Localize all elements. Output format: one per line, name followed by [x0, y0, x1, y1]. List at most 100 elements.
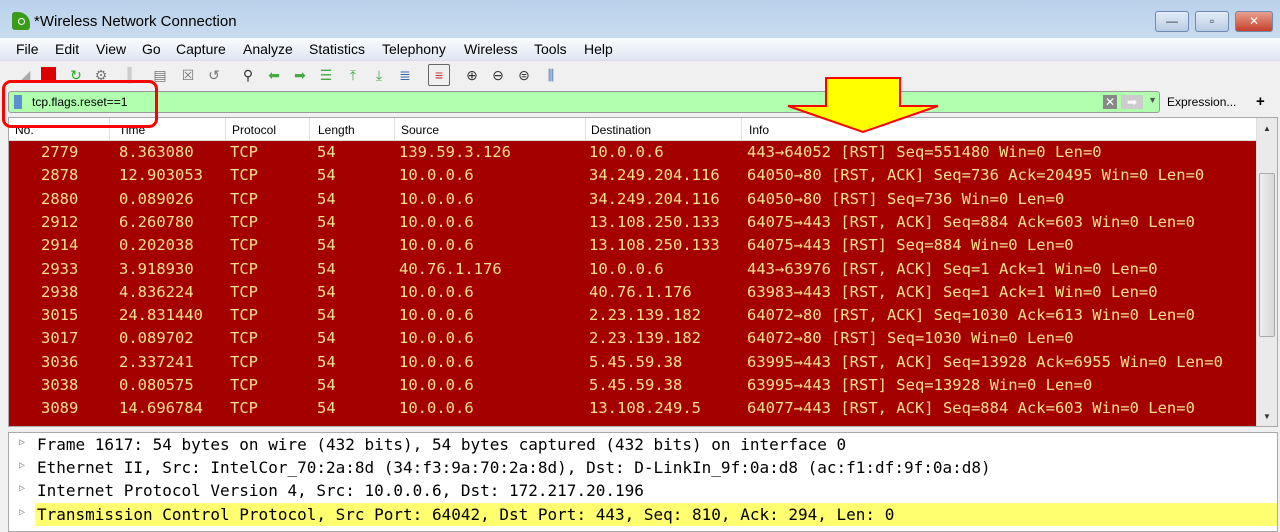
clear-filter-icon[interactable]: ✕ — [1103, 95, 1117, 109]
detail-row-ethernet[interactable]: ▷ Ethernet II, Src: IntelCor_70:2a:8d (34… — [19, 458, 991, 477]
menu-help[interactable]: Help — [584, 41, 613, 57]
column-destination[interactable]: Destination — [591, 123, 652, 137]
save-icon[interactable]: ▤ — [153, 67, 167, 83]
packet-row[interactable]: 2912 6.260780 TCP 54 10.0.0.6 13.108.250.133 6… — [9, 211, 1257, 234]
cell-time: 14.696784 — [119, 399, 203, 418]
cell-length: 54 — [317, 329, 336, 348]
cell-protocol: TCP — [230, 166, 258, 185]
reload-icon[interactable]: ↺ — [208, 67, 220, 83]
zoom-in-icon[interactable]: ⊕ — [466, 67, 478, 83]
forward-arrow-icon[interactable]: ➡ — [294, 67, 306, 83]
close-button[interactable]: ✕ — [1235, 11, 1273, 32]
menu-statistics[interactable]: Statistics — [309, 41, 366, 57]
packet-row[interactable]: 2914 0.202038 TCP 54 10.0.0.6 13.108.250.133 6… — [9, 234, 1257, 257]
cell-length: 54 — [317, 236, 336, 255]
detail-row-ip[interactable]: ▷ Internet Protocol Version 4, Src: 10.0.… — [19, 481, 644, 500]
cell-length: 54 — [317, 282, 336, 301]
expand-triangle-icon[interactable]: ▷ — [19, 460, 26, 471]
scroll-up-icon[interactable]: ▲ — [1263, 124, 1271, 133]
packet-row[interactable]: 2933 3.918930 TCP 54 40.76.1.176 10.0.0.6 443→… — [9, 258, 1257, 281]
bookmark-icon[interactable] — [14, 95, 22, 109]
cell-source: 10.0.0.6 — [399, 166, 474, 185]
menu-go[interactable]: Go — [142, 41, 161, 57]
expand-triangle-icon[interactable]: ▷ — [19, 437, 26, 448]
zoom-out-icon[interactable]: ⊖ — [492, 67, 504, 83]
column-separator[interactable] — [741, 118, 742, 141]
scrollbar-thumb[interactable] — [1259, 173, 1275, 337]
menu-capture[interactable]: Capture — [176, 41, 226, 57]
go-to-packet-icon[interactable]: ☰ — [319, 67, 333, 83]
cell-protocol: TCP — [230, 306, 258, 325]
cell-length: 54 — [317, 376, 336, 394]
menu-view[interactable]: View — [96, 41, 127, 57]
menu-tools[interactable]: Tools — [534, 41, 567, 57]
title-bar: *Wireless Network Connection — ▫ ✕ — [0, 0, 1280, 38]
vertical-scrollbar[interactable]: ▲ ▼ — [1256, 118, 1277, 426]
packet-row[interactable]: 2880 0.089026 TCP 54 10.0.0.6 34.249.204.116 6… — [9, 188, 1257, 211]
packet-row[interactable]: 3015 24.831440 TCP 54 10.0.0.6 2.23.139.182 64… — [9, 304, 1257, 327]
filter-text[interactable]: tcp.flags.reset==1 — [32, 95, 128, 109]
apply-filter-arrow-icon[interactable]: ➡ — [1121, 95, 1143, 109]
restart-icon[interactable]: ↻ — [70, 67, 82, 83]
add-filter-button[interactable]: + — [1256, 93, 1265, 110]
packet-row[interactable]: 3089 14.696784 TCP 54 10.0.0.6 13.108.249.5 64… — [9, 397, 1257, 420]
cell-source: 10.0.0.6 — [399, 329, 474, 348]
expand-triangle-icon[interactable]: ▷ — [19, 483, 26, 494]
cell-time: 0.080575 — [119, 376, 194, 394]
last-packet-icon[interactable]: ⤓ — [375, 67, 383, 83]
stop-icon[interactable] — [41, 67, 56, 82]
shark-fin-start-icon[interactable]: ◢ — [19, 67, 31, 83]
packet-row[interactable]: 3038 0.080575 TCP 54 10.0.0.6 5.45.59.38 63995… — [9, 374, 1257, 397]
menu-file[interactable]: File — [16, 41, 39, 57]
maximize-button[interactable]: ▫ — [1195, 11, 1229, 32]
open-icon[interactable]: ▍ — [127, 67, 139, 83]
back-arrow-icon[interactable]: ⬅ — [268, 67, 280, 83]
scroll-down-icon[interactable]: ▼ — [1263, 412, 1271, 421]
menu-analyze[interactable]: Analyze — [243, 41, 293, 57]
find-icon[interactable]: ⚲ — [242, 67, 254, 83]
column-separator[interactable] — [394, 118, 395, 141]
menu-telephony[interactable]: Telephony — [382, 41, 446, 57]
zoom-normal-icon[interactable]: ⊜ — [518, 67, 530, 83]
column-separator[interactable] — [585, 118, 586, 141]
cell-source: 10.0.0.6 — [399, 282, 474, 301]
autoscroll-icon[interactable]: ≣ — [399, 67, 411, 83]
cell-no: 2878 — [41, 166, 79, 185]
detail-row-frame[interactable]: ▷ Frame 1617: 54 bytes on wire (432 bits)… — [19, 435, 847, 454]
cell-length: 54 — [317, 399, 336, 418]
resize-columns-icon[interactable]: ⫼ — [547, 67, 555, 83]
expression-button[interactable]: Expression... — [1167, 95, 1237, 109]
column-source[interactable]: Source — [401, 123, 440, 137]
packet-row[interactable]: 3036 2.337241 TCP 54 10.0.0.6 5.45.59.38 63995… — [9, 351, 1257, 374]
minimize-button[interactable]: — — [1155, 11, 1189, 32]
cell-no: 2938 — [41, 282, 79, 301]
menu-edit[interactable]: Edit — [55, 41, 80, 57]
cell-length: 54 — [317, 306, 336, 325]
column-separator[interactable] — [109, 118, 110, 141]
cell-destination: 34.249.204.116 — [589, 189, 720, 208]
column-separator[interactable] — [309, 118, 310, 141]
close-file-icon[interactable]: ☒ — [181, 67, 195, 83]
cell-info: 443→64052 [RST] Seq=551480 Win=0 Len=0 — [747, 143, 1102, 161]
colorize-icon[interactable]: ≡ — [428, 64, 450, 86]
column-separator[interactable] — [225, 118, 226, 141]
cell-destination: 13.108.250.133 — [589, 236, 720, 255]
cell-protocol: TCP — [230, 259, 258, 278]
cell-destination: 13.108.249.5 — [589, 399, 701, 418]
detail-row-tcp[interactable]: ▷ Transmission Control Protocol, Src Port… — [9, 503, 1277, 526]
column-protocol[interactable]: Protocol — [232, 123, 277, 137]
packet-row[interactable]: 3017 0.089702 TCP 54 10.0.0.6 2.23.139.182 640… — [9, 327, 1257, 350]
packet-row[interactable]: 2878 12.903053 TCP 54 10.0.0.6 34.249.204.116… — [9, 164, 1257, 187]
column-info[interactable]: Info — [749, 123, 770, 137]
menu-wireless[interactable]: Wireless — [464, 41, 518, 57]
expand-triangle-icon[interactable]: ▷ — [19, 507, 26, 518]
cell-source: 10.0.0.6 — [399, 399, 474, 418]
chevron-down-icon[interactable]: ▼ — [1148, 95, 1157, 105]
column-length[interactable]: Length — [318, 123, 355, 137]
packet-row[interactable]: 2779 8.363080 TCP 54 139.59.3.126 10.0.0.6 443… — [9, 141, 1257, 164]
cell-info: 64072→80 [RST, ACK] Seq=1030 Ack=613 Win… — [747, 306, 1195, 325]
packet-row[interactable]: 2938 4.836224 TCP 54 10.0.0.6 40.76.1.176 6398… — [9, 281, 1257, 304]
options-gear-icon[interactable]: ⚙ — [94, 67, 108, 83]
display-filter-input[interactable]: tcp.flags.reset==1 ✕ ➡ ▼ — [8, 91, 1160, 113]
first-packet-icon[interactable]: ⤒ — [349, 67, 357, 83]
